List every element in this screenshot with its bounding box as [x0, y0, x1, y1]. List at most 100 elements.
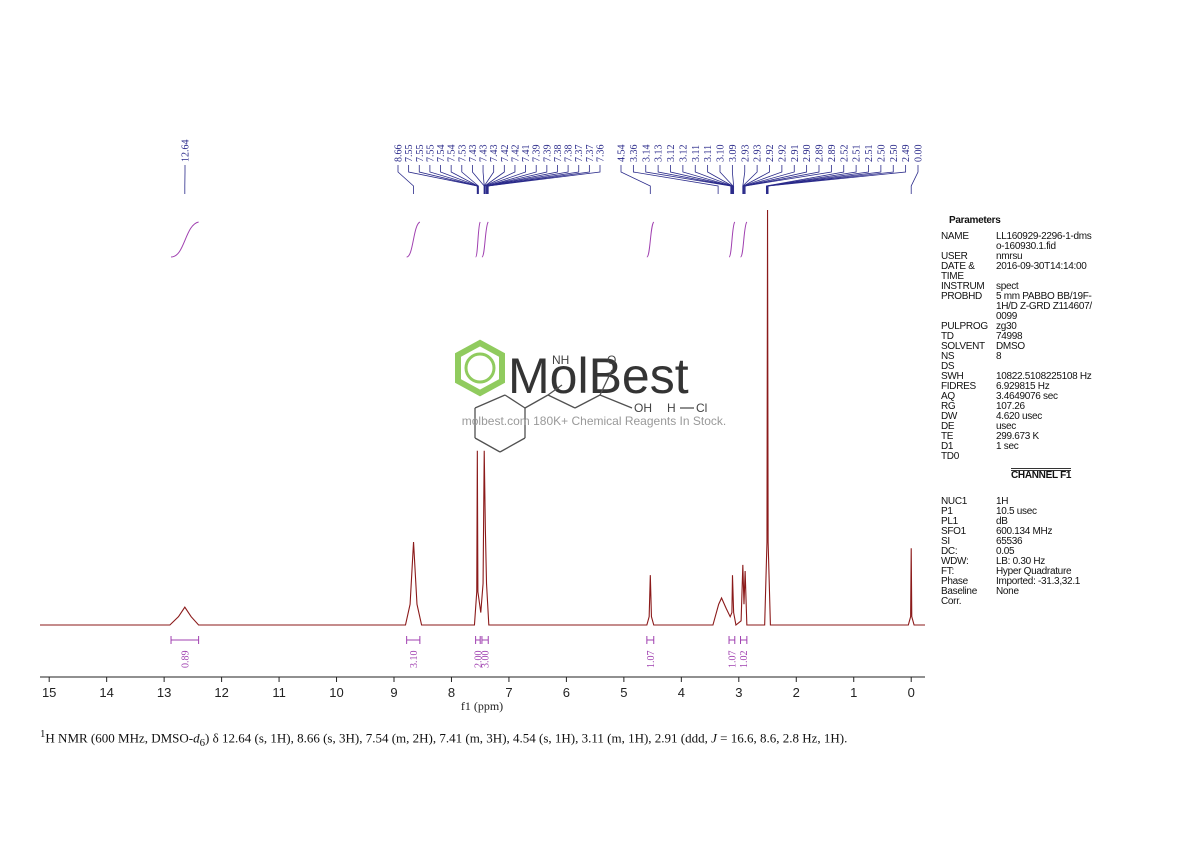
parameter-name: PL1: [941, 516, 958, 527]
peak-label: 2.89: [815, 145, 826, 163]
peak-connector: [767, 165, 907, 194]
x-tick-label: 10: [329, 685, 343, 700]
parameter-row: DC: 0.05: [941, 547, 1101, 557]
parameter-row: TD 74998: [941, 332, 1101, 342]
x-tick-label: 5: [620, 685, 627, 700]
x-tick-label: 15: [42, 685, 56, 700]
x-tick-label: 9: [390, 685, 397, 700]
peak-label: 7.43: [489, 145, 500, 163]
peak-label: 7.43: [479, 145, 490, 163]
caption-sup: 1: [40, 728, 46, 740]
peak-label: 12.64: [181, 140, 192, 163]
parameter-value: LL160929-2296-1-dmso-160930.1.fid: [996, 231, 1092, 252]
channel-wrap: CHANNEL F1: [941, 462, 1101, 497]
peak-label: 2.89: [827, 145, 838, 163]
parameter-name: INSTRUM: [941, 281, 985, 292]
parameter-name: D1: [941, 441, 954, 452]
integral-bracket: [475, 636, 481, 644]
x-tick-label: 3: [735, 685, 742, 700]
parameter-name: SWH: [941, 371, 964, 382]
peak-label: 2.50: [889, 145, 900, 163]
parameter-value: 5 mm PABBO BB/19F-1H/D Z-GRD Z114607/009…: [996, 291, 1092, 322]
peak-label: 7.55: [415, 145, 426, 163]
parameter-name: USER: [941, 251, 968, 262]
parameter-name: RG: [941, 401, 956, 412]
peak-connector: [765, 165, 845, 194]
peak-connector: [450, 165, 479, 194]
parameter-name: NUC1: [941, 496, 968, 507]
parameter-row: SFO1 600.134 MHz: [941, 527, 1101, 537]
integral-bracket: [481, 636, 489, 644]
x-tick-label: 2: [793, 685, 800, 700]
parameter-value: usec: [996, 421, 1016, 432]
parameter-row: DW 4.620 usec: [941, 412, 1101, 422]
integral-curve: [170, 221, 199, 258]
parameter-value: Hyper Quadrature: [996, 566, 1072, 577]
peak-label: 2.50: [876, 145, 887, 163]
atom-label: NH: [552, 353, 569, 367]
atom-label: Cl: [696, 401, 707, 415]
parameter-name: Baseline Corr.: [941, 586, 977, 607]
parameter-name: TE: [941, 431, 954, 442]
parameter-name: SFO1: [941, 526, 966, 537]
peak-connector: [483, 165, 495, 194]
peak-label: 7.39: [542, 145, 553, 163]
x-tick-label: 7: [505, 685, 512, 700]
peak-connector: [632, 165, 719, 194]
integral-label: 2.00: [473, 651, 484, 669]
peak-connector: [743, 165, 783, 194]
integral-label: 0.89: [180, 651, 191, 669]
peak-connector: [744, 165, 808, 194]
x-tick-label: 12: [214, 685, 228, 700]
peak-connector: [682, 165, 733, 194]
parameter-value: 10822.5108225108 Hz: [996, 371, 1092, 382]
parameter-value: Imported: -31.3,32.1: [996, 576, 1081, 587]
parameter-value: None: [996, 586, 1019, 597]
parameter-row: NUC1 1H: [941, 497, 1101, 507]
peak-connector: [767, 165, 894, 194]
peak-label: 7.53: [457, 145, 468, 163]
peak-connector: [484, 165, 516, 194]
parameter-value: 10.5 usec: [996, 506, 1037, 517]
parameter-name: DC:: [941, 546, 958, 557]
parameter-value: dB: [996, 516, 1008, 527]
parameter-row: Baseline Corr. None: [941, 587, 1101, 607]
integral-curve: [475, 221, 481, 258]
parameter-value: 6.929815 Hz: [996, 381, 1050, 392]
peak-label: 7.55: [425, 145, 436, 163]
peak-label: 4.54: [617, 145, 628, 163]
caption-sub: 6: [199, 736, 206, 749]
caption-text: H NMR (600 MHz, DMSO-: [45, 730, 194, 746]
x-tick-label: 0: [908, 685, 915, 700]
parameter-value: 8: [996, 351, 1002, 362]
peak-connector: [418, 165, 478, 194]
watermark: MolBest NH O OH H Cl molbest.com 180K+ C…: [455, 339, 726, 453]
peak-label: 7.36: [596, 145, 607, 163]
atom-label: OH: [634, 401, 652, 415]
peak-label: 3.12: [678, 145, 689, 163]
integral-curve: [406, 221, 421, 258]
parameter-value: DMSO: [996, 341, 1025, 352]
watermark-brand: MolBest: [508, 348, 689, 404]
integral-label: 3.00: [481, 651, 492, 669]
logo-ring: [464, 352, 496, 384]
peak-connector: [487, 165, 601, 194]
peak-label: 7.38: [553, 145, 564, 163]
parameter-value: 107.26: [996, 401, 1025, 412]
parameters-panel: Parameters NAME LL160929-2296-1-dmso-16093…: [941, 216, 1101, 607]
x-tick-label: 4: [678, 685, 685, 700]
caption-italic: d: [193, 730, 200, 746]
parameter-name: SOLVENT: [941, 341, 985, 352]
parameter-row: SWH 10822.5108225108 Hz: [941, 372, 1101, 382]
parameter-row: FIDRES 6.929815 Hz: [941, 382, 1101, 392]
peak-connector: [742, 165, 758, 194]
parameter-row: PULPROG zg30: [941, 322, 1101, 332]
parameter-name: DW: [941, 411, 958, 422]
peak-label: 7.55: [404, 145, 415, 163]
parameter-name: Phase: [941, 576, 968, 587]
parameters-title: Parameters: [949, 215, 1001, 226]
peak-connector: [910, 165, 919, 194]
integral-label: 1.07: [646, 651, 657, 669]
parameter-name: FT:: [941, 566, 954, 577]
